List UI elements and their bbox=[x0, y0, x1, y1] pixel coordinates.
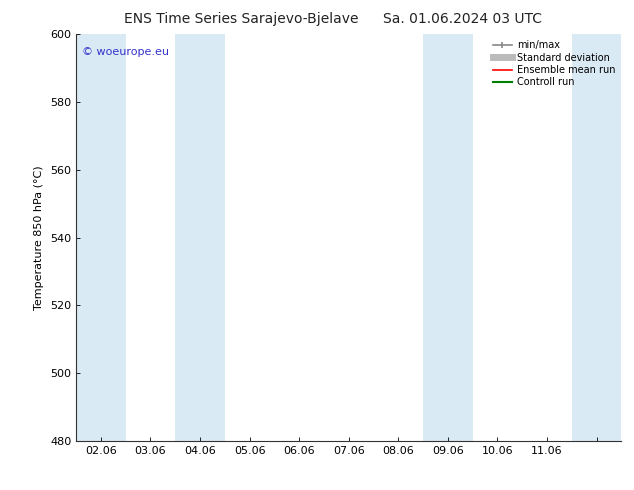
Bar bbox=[175, 34, 225, 441]
Text: © woeurope.eu: © woeurope.eu bbox=[82, 47, 169, 56]
Text: ENS Time Series Sarajevo-Bjelave: ENS Time Series Sarajevo-Bjelave bbox=[124, 12, 358, 26]
Bar bbox=[423, 34, 472, 441]
Y-axis label: Temperature 850 hPa (°C): Temperature 850 hPa (°C) bbox=[34, 165, 44, 310]
Text: Sa. 01.06.2024 03 UTC: Sa. 01.06.2024 03 UTC bbox=[384, 12, 542, 26]
Bar bbox=[572, 34, 621, 441]
Legend: min/max, Standard deviation, Ensemble mean run, Controll run: min/max, Standard deviation, Ensemble me… bbox=[489, 36, 619, 91]
Bar bbox=[76, 34, 126, 441]
